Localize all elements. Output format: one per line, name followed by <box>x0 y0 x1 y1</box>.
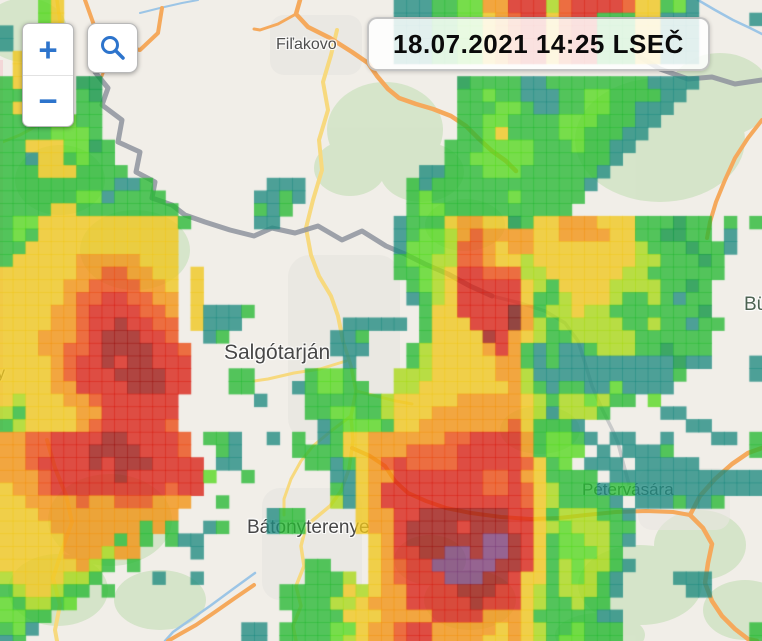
map-label-edge-right: Bü <box>744 294 762 315</box>
search-button[interactable] <box>87 23 138 73</box>
timestamp-text: 18.07.2021 14:25 LSEČ <box>393 28 684 59</box>
map-label-batonyterenye: Bátonyterenye <box>247 517 370 538</box>
timestamp-box: 18.07.2021 14:25 LSEČ <box>367 17 710 71</box>
map-label-filakovo: Fiľakovo <box>276 36 337 53</box>
search-icon <box>100 36 125 60</box>
map-label-salgotarjan: Salgótarján <box>224 341 331 364</box>
zoom-out-button[interactable]: − <box>23 76 73 127</box>
zoom-control: + − <box>22 23 74 127</box>
zoom-in-button[interactable]: + <box>23 24 73 75</box>
map-label-edge-left: y <box>0 365 5 382</box>
map-label-petervasara: Pétervására <box>582 480 674 499</box>
